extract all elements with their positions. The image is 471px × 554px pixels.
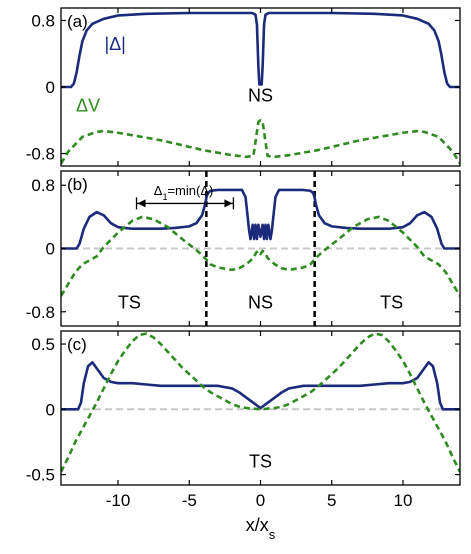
series-line-delta-v	[61, 215, 460, 297]
x-axis-label-subscript: s	[269, 527, 276, 542]
annotation-label: NS	[248, 85, 273, 105]
series-line-gap	[61, 11, 460, 89]
plot-area	[61, 11, 460, 165]
panel-label: (b)	[67, 175, 88, 194]
x-tick-label: -10	[106, 491, 131, 510]
y-tick-label: -0.8	[26, 145, 55, 164]
y-tick-label: 0	[46, 240, 55, 259]
panel-label: (c)	[67, 335, 87, 354]
panel-2: -0.8 0 0.8 (b) TS NS TS Δ1=min(Δ)	[26, 170, 461, 327]
annotation-label: TS	[118, 292, 141, 312]
bracket-label-subscript: 1	[162, 192, 167, 202]
panel-3: -0.5 0 0.5 -10 -5 0 5 10 x/xs (c) TS	[26, 330, 461, 542]
annotation-label: TS	[380, 292, 403, 312]
y-tick-label: 0	[46, 400, 55, 419]
bracket-label: Δ1=min(Δ)	[154, 183, 214, 202]
series-line-delta-v	[61, 118, 460, 165]
x-tick-label: 5	[327, 491, 336, 510]
y-tick-label: 0	[46, 78, 55, 97]
x-tick-label: -5	[182, 491, 197, 510]
series-line-delta-v	[61, 332, 460, 473]
bracket-arrowhead-left	[137, 199, 146, 208]
x-tick-label: 10	[394, 491, 413, 510]
annotation-label: |Δ|	[104, 34, 125, 54]
series-line-gap	[61, 361, 460, 411]
y-tick-label: 0.5	[31, 335, 55, 354]
panel-label: (a)	[67, 12, 88, 31]
plot-area	[61, 171, 460, 326]
bracket-label-main: Δ	[154, 183, 163, 198]
y-tick-label: -0.8	[26, 303, 55, 322]
plot-area	[61, 332, 460, 473]
y-tick-label: -0.5	[26, 466, 55, 485]
min-gap-bracket: Δ1=min(Δ)	[135, 183, 235, 210]
annotation-label: TS	[249, 452, 272, 472]
x-axis-label-main: x/x	[246, 515, 269, 535]
y-tick-label: 0.8	[31, 11, 55, 30]
annotation-label: NS	[248, 292, 273, 312]
series-line-gap	[61, 188, 460, 250]
annotation-label: ΔV	[76, 95, 100, 115]
bracket-arrowhead-right	[224, 199, 233, 208]
x-axis-label: x/xs	[246, 515, 276, 542]
x-tick-label: 0	[256, 491, 265, 510]
panel-1: -0.8 0 0.8 (a) |Δ| ΔV NS	[26, 7, 461, 167]
bracket-label-rest: =min(Δ)	[167, 183, 213, 198]
y-tick-label: 0.8	[31, 176, 55, 195]
